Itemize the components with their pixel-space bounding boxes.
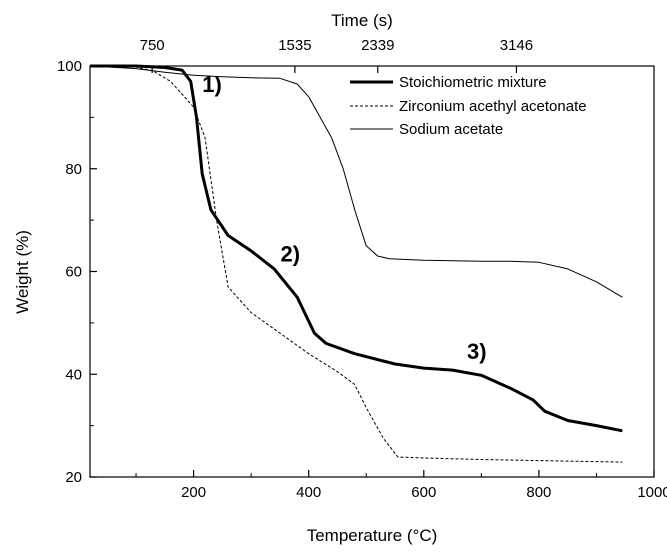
y-axis-title: Weight (%) <box>13 230 32 314</box>
plot-frame <box>89 65 655 478</box>
top-tick-label: 750 <box>140 37 165 54</box>
legend: Stoichiometric mixture Zirconium acethyl… <box>350 74 587 138</box>
series-line-1 <box>89 65 623 463</box>
x-tick-label: 1000 <box>637 484 667 501</box>
y-tick-label: 100 <box>57 58 82 75</box>
annotation-2: 2) <box>280 242 300 267</box>
legend-label-stoichiometric: Stoichiometric mixture <box>399 74 547 91</box>
series-line-0 <box>90 64 623 433</box>
top-axis-title: Time (s) <box>331 11 393 30</box>
legend-label-sodium: Sodium acetate <box>399 121 503 138</box>
x-tick-label: 800 <box>526 484 551 501</box>
y-tick-label: 80 <box>65 161 82 178</box>
top-tick-label: 3146 <box>500 37 533 54</box>
annotation-1: 1) <box>202 72 222 97</box>
annotation-3: 3) <box>467 339 487 364</box>
x-tick-label: 200 <box>181 484 206 501</box>
top-tick-label: 1535 <box>278 37 311 54</box>
x-tick-label: 600 <box>411 484 436 501</box>
y-tick-label: 20 <box>65 469 82 486</box>
legend-label-zirconium: Zirconium acethyl acetonate <box>399 98 587 115</box>
y-tick-label: 60 <box>65 264 82 281</box>
y-tick-label: 40 <box>65 366 82 383</box>
x-axis-title: Temperature (°C) <box>307 526 438 545</box>
x-tick-label: 400 <box>296 484 321 501</box>
series-layer <box>89 64 623 463</box>
top-tick-label: 2339 <box>361 37 394 54</box>
ticks-layer: 200 400 600 800 1000 20 40 60 80 100 750 1535 2339 31… <box>57 37 667 501</box>
series-line-2 <box>89 65 623 298</box>
